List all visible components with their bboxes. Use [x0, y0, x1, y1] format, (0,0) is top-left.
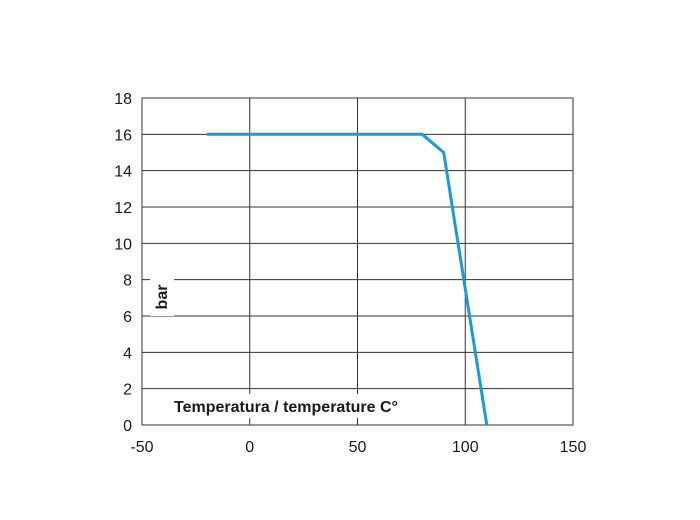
- plot-frame: [141, 97, 574, 426]
- x-axis-title: Temperatura / temperature C°: [174, 399, 398, 416]
- y-tick-label: 2: [123, 382, 132, 399]
- y-tick-label: 12: [114, 200, 132, 217]
- x-axis-tick-labels: -50 0 50 100 150: [130, 439, 586, 456]
- y-tick-label: 4: [123, 345, 132, 362]
- y-tick-label: 18: [114, 91, 132, 108]
- x-tick-label: 0: [245, 439, 254, 456]
- series-line: [206, 132, 489, 426]
- y-tick-label: 8: [123, 273, 132, 290]
- y-tick-label: 10: [114, 236, 132, 253]
- y-tick-label: 14: [114, 164, 132, 181]
- y-tick-label: 0: [123, 418, 132, 435]
- y-tick-label: 6: [123, 309, 132, 326]
- x-tick-label: 100: [452, 439, 479, 456]
- grid: [141, 97, 574, 426]
- y-axis-title-background: [150, 278, 174, 316]
- x-axis-title-background: [168, 394, 424, 418]
- x-tick-label: 150: [560, 439, 587, 456]
- y-axis-title: bar: [154, 285, 171, 310]
- series-layer: [206, 132, 489, 426]
- x-tick-label: -50: [130, 439, 153, 456]
- y-axis-tick-labels: 0 2 4 6 8 10 12 14 16 18: [114, 91, 132, 435]
- x-tick-label: 50: [349, 439, 367, 456]
- y-tick-label: 16: [114, 127, 132, 144]
